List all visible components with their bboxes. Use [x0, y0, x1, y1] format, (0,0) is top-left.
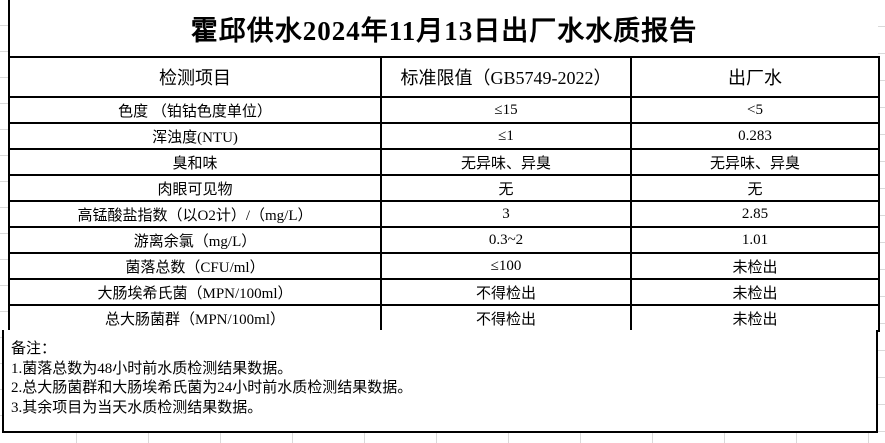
cell-limit: 不得检出: [380, 304, 632, 332]
cell-item: 游离余氯（mg/L）: [8, 226, 382, 254]
cell-item: 高锰酸盐指数（以O2计）/（mg/L）: [8, 200, 382, 228]
cell-limit: 不得检出: [380, 278, 632, 306]
water-quality-table: 检测项目 标准限值（GB5749-2022） 出厂水 色度 （铂钴色度单位） ≤…: [8, 56, 880, 332]
sheet-gridline-gutter-bottom: [0, 433, 885, 443]
cell-value: 无异味、异臭: [630, 148, 880, 176]
remark-line: 1.菌落总数为48小时前水质检测结果数据。: [11, 360, 293, 377]
cell-item: 色度 （铂钴色度单位）: [8, 96, 382, 124]
table-row: 游离余氯（mg/L） 0.3~2 1.01: [8, 226, 880, 254]
report-title: 霍邱供水2024年11月13日出厂水水质报告: [8, 0, 878, 56]
cell-limit: 3: [380, 200, 632, 228]
table-header-row: 检测项目 标准限值（GB5749-2022） 出厂水: [8, 56, 880, 98]
cell-item: 浑浊度(NTU): [8, 122, 382, 150]
table-row: 浑浊度(NTU) ≤1 0.283: [8, 122, 880, 150]
cell-value: <5: [630, 96, 880, 124]
table-row: 菌落总数（CFU/ml） ≤100 未检出: [8, 252, 880, 280]
table-row: 大肠埃希氏菌（MPN/100ml） 不得检出 未检出: [8, 278, 880, 306]
column-header-limit: 标准限值（GB5749-2022）: [380, 56, 632, 98]
sheet-gridline-gutter-left: [0, 0, 8, 443]
cell-limit: ≤1: [380, 122, 632, 150]
remarks-section: 备注： 1.菌落总数为48小时前水质检测结果数据。 2.总大肠菌群和大肠埃希氏菌…: [2, 330, 878, 433]
column-header-value: 出厂水: [630, 56, 880, 98]
cell-value: 0.283: [630, 122, 880, 150]
cell-item: 臭和味: [8, 148, 382, 176]
cell-limit: 0.3~2: [380, 226, 632, 254]
table-row: 色度 （铂钴色度单位） ≤15 <5: [8, 96, 880, 124]
cell-value: 未检出: [630, 252, 880, 280]
cell-item: 总大肠菌群（MPN/100ml）: [8, 304, 382, 332]
cell-value: 未检出: [630, 278, 880, 306]
cell-limit: ≤100: [380, 252, 632, 280]
table-row: 高锰酸盐指数（以O2计）/（mg/L） 3 2.85: [8, 200, 880, 228]
table-row: 肉眼可见物 无 无: [8, 174, 880, 202]
remark-line: 2.总大肠菌群和大肠埃希氏菌为24小时前水质检测结果数据。: [11, 380, 413, 396]
table-row: 总大肠菌群（MPN/100ml） 不得检出 未检出: [8, 304, 880, 332]
table-row: 臭和味 无异味、异臭 无异味、异臭: [8, 148, 880, 176]
cell-limit: 无异味、异臭: [380, 148, 632, 176]
cell-value: 1.01: [630, 226, 880, 254]
cell-value: 2.85: [630, 200, 880, 228]
cell-value: 无: [630, 174, 880, 202]
remarks-label: 备注：: [11, 341, 57, 357]
cell-item: 大肠埃希氏菌（MPN/100ml）: [8, 278, 382, 306]
cell-item: 肉眼可见物: [8, 174, 382, 202]
cell-item: 菌落总数（CFU/ml）: [8, 252, 382, 280]
column-header-item: 检测项目: [8, 56, 382, 98]
remark-line: 3.其余项目为当天水质检测结果数据。: [11, 399, 263, 416]
sheet-gridline-gutter-right: [878, 0, 885, 443]
cell-limit: ≤15: [380, 96, 632, 124]
cell-limit: 无: [380, 174, 632, 202]
cell-value: 未检出: [630, 304, 880, 332]
